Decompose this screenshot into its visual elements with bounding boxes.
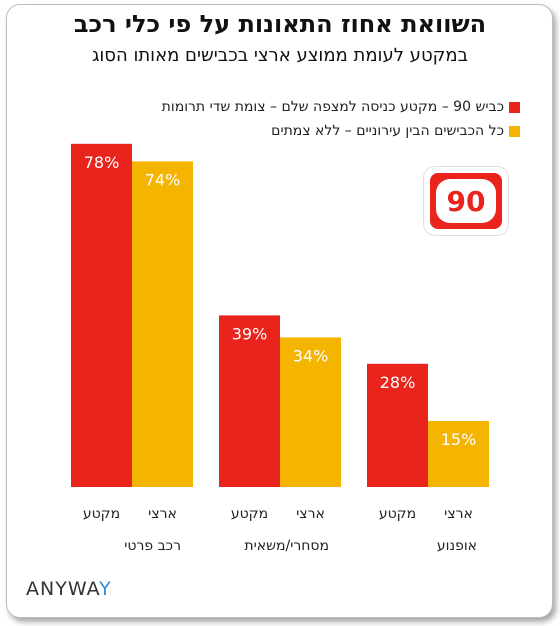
- legend-label-national: כל הכבישים הבין עירוניים – ללא צמתים: [271, 123, 504, 139]
- category-label: רכב פרטי: [124, 538, 181, 554]
- road-90-sign-icon: 90: [423, 166, 509, 236]
- category-label: אופנוע: [437, 538, 477, 554]
- bar-series-label: מקטע: [83, 506, 120, 522]
- legend-swatch-segment: [509, 101, 520, 113]
- chart-title: השוואת אחוז התאונות על פי כלי רכב: [73, 10, 487, 38]
- logo-main-text: ANYWA: [26, 578, 100, 600]
- bar-value-label: 78%: [84, 153, 120, 172]
- category-label: מסחרי/משאית: [244, 538, 329, 554]
- bar-segment-0: [71, 143, 132, 488]
- bar-value-label: 34%: [293, 346, 329, 365]
- bar-value-label: 15%: [441, 430, 477, 449]
- bar-value-label: 39%: [232, 324, 268, 343]
- road-sign-red-border: 90: [430, 173, 502, 229]
- bar-national-2: [428, 421, 489, 487]
- road-sign-number: 90: [436, 179, 496, 223]
- bar-national-1: [280, 337, 341, 487]
- logo-accent-text: Y: [99, 578, 112, 600]
- bar-segment-2: [367, 363, 428, 487]
- bar-series-label: ארצי: [148, 506, 177, 522]
- bar-segment-1: [219, 315, 280, 487]
- bar-series-label: מקטע: [231, 506, 268, 522]
- bar-value-label: 28%: [380, 373, 416, 392]
- legend: כביש 90 – מקטע כניסה למצפה שלם – צומת שד…: [162, 95, 520, 143]
- legend-item-national: כל הכבישים הבין עירוניים – ללא צמתים: [162, 119, 520, 143]
- bar-series-label: ארצי: [444, 506, 473, 522]
- bar-national-0: [132, 161, 193, 487]
- chart-subtitle: במקטע לעומת ממוצע ארצי בכבישים מאותו הסו…: [91, 45, 469, 66]
- legend-label-segment: כביש 90 – מקטע כניסה למצפה שלם – צומת שד…: [161, 99, 504, 115]
- legend-swatch-national: [509, 125, 520, 137]
- legend-item-segment: כביש 90 – מקטע כניסה למצפה שלם – צומת שד…: [162, 95, 520, 119]
- bar-series-label: ארצי: [296, 506, 325, 522]
- anyway-logo: ANYWAY: [26, 578, 112, 600]
- bar-value-label: 74%: [145, 170, 181, 189]
- bar-series-label: מקטע: [379, 506, 416, 522]
